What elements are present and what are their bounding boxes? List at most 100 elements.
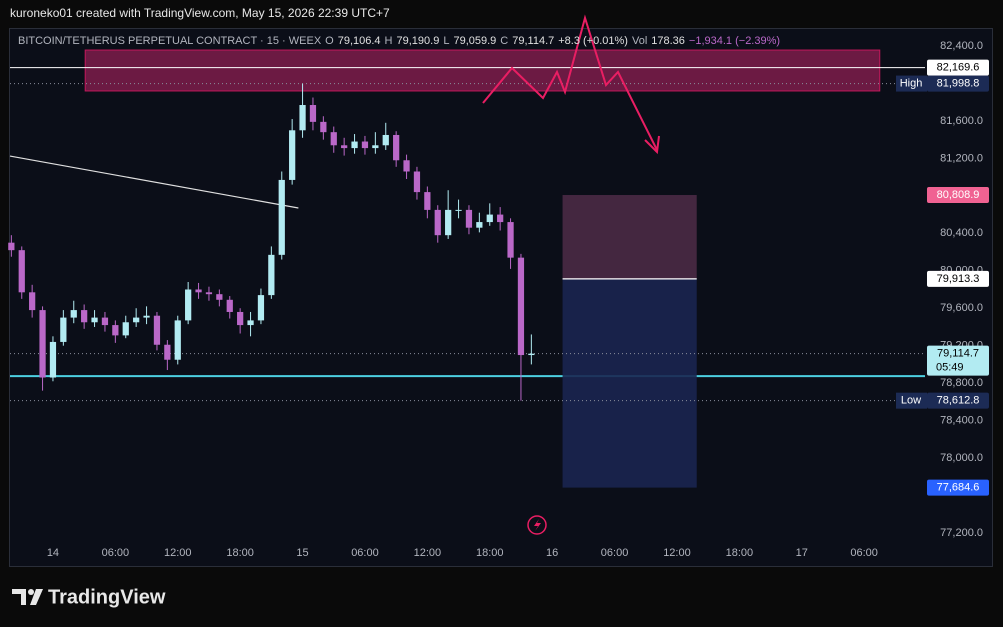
price-tag-title-box [896, 75, 927, 92]
price-tag-title-box [896, 392, 927, 409]
event-bolt [534, 519, 541, 531]
candle-body [164, 344, 171, 360]
candle-body [101, 317, 109, 326]
y-tick-label: 79,600.0 [940, 302, 983, 314]
candle-body [434, 209, 441, 236]
x-tick-label: 18:00 [226, 547, 254, 559]
price-tag [927, 270, 989, 287]
candle-body [122, 322, 129, 336]
candle-body [268, 254, 275, 296]
candle-body [60, 317, 67, 342]
candle-body [341, 145, 348, 149]
candle-body [309, 105, 317, 122]
price-tag-label: 80,808.9 [937, 189, 980, 201]
tag-layer: 82,169.6 81,998.8 High 80,808.9 79,913.3 79,1… [896, 59, 989, 496]
event-icon[interactable] [527, 515, 547, 535]
candle-body [112, 325, 119, 336]
candle-body [455, 209, 462, 211]
y-tick-label: 78,400.0 [940, 415, 983, 427]
candle-body [195, 289, 202, 293]
candle-body [299, 105, 306, 131]
candle-body [29, 292, 36, 311]
x-tick-label: 12:00 [414, 547, 442, 559]
legend-key: L [443, 35, 450, 47]
candle-body [361, 141, 369, 149]
candle-body [445, 209, 452, 236]
projection-arrow [482, 14, 658, 151]
price-tag-title: Low [901, 395, 921, 407]
candle-body [216, 294, 223, 300]
y-tick-label: 78,000.0 [940, 452, 983, 464]
x-tick-label: 06:00 [850, 547, 878, 559]
legend-key: O [325, 35, 334, 47]
volume-change: −1,934.1 (−2.39%) [688, 35, 781, 47]
candle-body [247, 320, 254, 326]
candle-body [413, 171, 421, 193]
price-tag-label: 78,612.8 [937, 395, 980, 407]
candle-body [330, 132, 337, 146]
candle-body [424, 192, 431, 210]
x-tick-label: 12:00 [663, 547, 691, 559]
price-tag-label: 82,169.6 [937, 61, 980, 73]
logo-slash [30, 589, 43, 605]
candle-body [226, 299, 233, 312]
arrow-head [644, 135, 660, 155]
candle-body [8, 242, 15, 251]
candle-body [91, 317, 98, 323]
brand-logo: TradingView [12, 586, 166, 608]
candle-body [70, 310, 77, 318]
y-tick-label: 77,200.0 [940, 527, 983, 539]
price-tag-label: 79,114.7 [937, 348, 979, 360]
price-tag [927, 187, 989, 204]
volume-value: 178.36 [651, 35, 685, 47]
legend-change: +8.3 (+0.01%) [558, 35, 628, 47]
x-tick-label: 16 [546, 547, 558, 559]
candle-body [393, 134, 400, 161]
candle-body [81, 310, 88, 323]
logo-mark [12, 589, 26, 605]
candle-body [497, 214, 504, 223]
candle-body [465, 209, 473, 228]
candle-body [486, 214, 493, 223]
candle-body [174, 320, 181, 360]
candle-body [517, 257, 525, 356]
price-tag [927, 392, 989, 409]
candle-body [185, 289, 192, 321]
x-tick-label: 06:00 [351, 547, 379, 559]
candle-body [205, 292, 213, 295]
x-tick-label: 14 [47, 547, 59, 559]
candle-body [143, 315, 150, 318]
price-tag [927, 345, 989, 376]
candle-body [382, 134, 389, 146]
candle-layer [8, 83, 535, 401]
candle-body [257, 295, 265, 321]
price-tag-label: 77,684.6 [937, 482, 980, 494]
candle-body [320, 121, 327, 133]
price-tag [927, 75, 989, 92]
stop-zone [562, 195, 697, 279]
logo-dot [28, 589, 34, 595]
price-tag-label: 79,913.3 [937, 273, 980, 285]
legend-key: H [384, 35, 393, 47]
candle-body [18, 250, 25, 293]
y-tick-label: 80,400.0 [940, 227, 983, 239]
x-tick-label: 06:00 [601, 547, 629, 559]
candle-body [153, 315, 161, 345]
candle-body [133, 317, 140, 323]
legend-value: 79,106.4 [337, 35, 381, 47]
candle-body [49, 341, 57, 378]
chart-panel [9, 28, 993, 567]
drawing-layer [9, 49, 925, 488]
candle-body [278, 179, 285, 255]
axis-layer: 82,400.081,600.081,200.080,400.080,000.0… [47, 40, 983, 559]
countdown: 05:49 [936, 362, 964, 374]
brand: TradingView [48, 586, 166, 608]
x-tick-label: 12:00 [164, 547, 192, 559]
x-tick-label: 18:00 [476, 547, 504, 559]
credit: kuroneko01 created with TradingView.com,… [10, 6, 390, 20]
candle-body [528, 353, 535, 356]
legend-key: C [500, 35, 509, 47]
candle-body [289, 130, 296, 180]
